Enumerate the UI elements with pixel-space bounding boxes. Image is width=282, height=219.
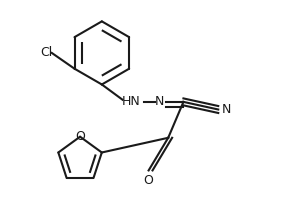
Text: Cl: Cl — [40, 46, 52, 59]
Text: N: N — [155, 95, 164, 108]
Text: HN: HN — [122, 95, 140, 108]
Text: O: O — [75, 130, 85, 143]
Text: N: N — [222, 103, 231, 116]
Text: O: O — [144, 174, 154, 187]
